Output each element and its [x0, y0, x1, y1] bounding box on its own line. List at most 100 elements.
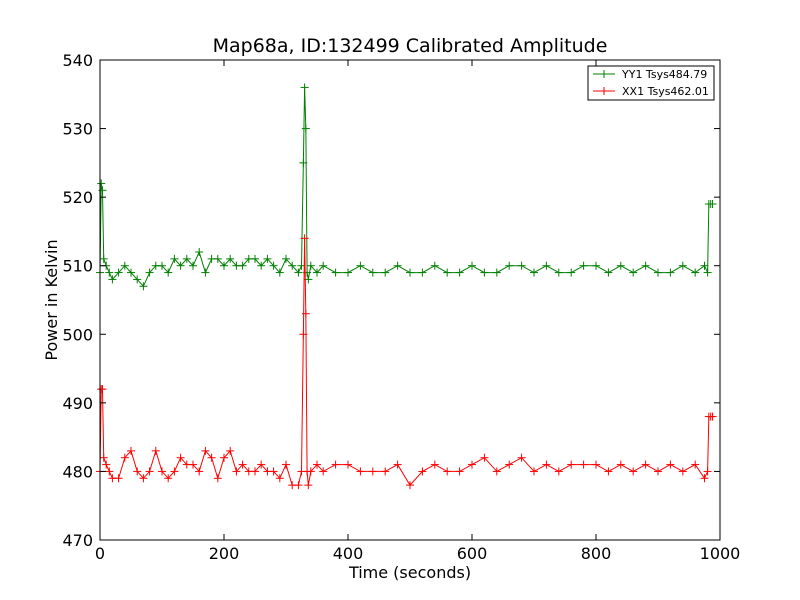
data-point — [269, 467, 278, 476]
x-tick-label: 600 — [457, 544, 488, 563]
data-point — [604, 268, 613, 277]
data-point — [294, 481, 303, 490]
data-point — [567, 460, 576, 469]
data-point — [430, 460, 439, 469]
data-point — [127, 268, 135, 277]
data-point — [505, 261, 514, 270]
data-point — [443, 467, 452, 476]
data-point — [430, 261, 439, 270]
legend-label: YY1 Tsys484.79 — [621, 68, 707, 81]
data-point — [418, 268, 427, 277]
data-point — [127, 446, 135, 455]
data-point — [213, 254, 222, 263]
data-point — [492, 268, 501, 277]
data-point — [306, 467, 315, 476]
data-point — [189, 460, 197, 469]
data-point — [344, 460, 352, 469]
data-point — [282, 460, 290, 469]
x-tick-label: 400 — [333, 544, 364, 563]
data-point — [393, 261, 402, 270]
chart-title: Map68a, ID:132499 Calibrated Amplitude — [213, 35, 608, 57]
data-point — [97, 179, 106, 188]
data-point — [251, 254, 259, 263]
data-point — [381, 467, 390, 476]
data-point — [319, 467, 328, 476]
plot-frame — [99, 59, 721, 541]
data-point — [393, 460, 402, 469]
data-point — [517, 453, 526, 462]
data-point — [629, 467, 638, 476]
data-point — [313, 268, 321, 277]
legend-item-0: YY1 Tsys484.79 — [593, 68, 707, 81]
data-point — [455, 268, 464, 277]
data-point — [356, 261, 365, 270]
y-axis: 470 480 490 500 510 520 530 540 — [62, 51, 720, 550]
data-point — [708, 412, 717, 421]
data-point — [99, 254, 108, 263]
y-tick-label: 480 — [62, 462, 93, 481]
data-point — [554, 268, 563, 277]
data-point — [133, 467, 142, 476]
data-point — [282, 254, 290, 263]
legend-label: XX1 Tsys462.01 — [622, 85, 709, 98]
data-point — [418, 467, 427, 476]
data-point — [299, 158, 308, 167]
data-point — [263, 254, 272, 263]
data-point — [480, 268, 489, 277]
data-point — [691, 460, 700, 469]
data-point — [232, 467, 241, 476]
data-point — [257, 460, 266, 469]
data-point — [492, 467, 501, 476]
data-point — [257, 261, 266, 270]
data-point — [275, 474, 284, 483]
data-point — [629, 268, 638, 277]
data-point — [213, 474, 222, 483]
data-point — [579, 261, 588, 270]
data-point — [356, 467, 365, 476]
data-point — [105, 467, 114, 476]
data-point — [678, 467, 687, 476]
data-point — [641, 460, 650, 469]
data-point — [226, 446, 235, 455]
data-point — [703, 467, 712, 476]
y-axis-title: Power in Kelvin — [42, 239, 61, 360]
data-point — [592, 261, 600, 270]
data-point — [306, 261, 315, 270]
data-point — [207, 453, 216, 462]
data-point — [703, 268, 712, 277]
data-point — [654, 467, 662, 476]
data-point — [641, 261, 650, 270]
data-point — [542, 261, 551, 270]
data-point — [269, 261, 278, 270]
data-point — [368, 467, 377, 476]
data-point — [381, 268, 390, 277]
data-point — [517, 261, 526, 270]
data-point — [238, 460, 247, 469]
data-point — [164, 474, 173, 483]
plot-series — [96, 83, 717, 490]
data-point — [319, 261, 328, 270]
data-point — [344, 268, 352, 277]
data-point — [120, 261, 129, 270]
data-point — [288, 261, 297, 270]
data-point — [616, 460, 625, 469]
data-point — [120, 453, 129, 462]
data-point — [592, 460, 600, 469]
data-point — [480, 453, 489, 462]
data-point — [170, 467, 179, 476]
y-tick-label: 530 — [62, 120, 93, 139]
x-axis-title: Time (seconds) — [348, 563, 471, 582]
data-point — [251, 467, 259, 476]
data-point — [102, 460, 111, 469]
data-point — [133, 275, 142, 284]
data-point — [158, 261, 166, 270]
data-point — [195, 467, 204, 476]
y-tick-label: 510 — [62, 257, 93, 276]
data-point — [176, 261, 185, 270]
data-point — [170, 254, 179, 263]
data-point — [145, 467, 154, 476]
y-tick-label: 500 — [62, 325, 93, 344]
data-point — [145, 268, 154, 277]
data-point — [678, 261, 687, 270]
